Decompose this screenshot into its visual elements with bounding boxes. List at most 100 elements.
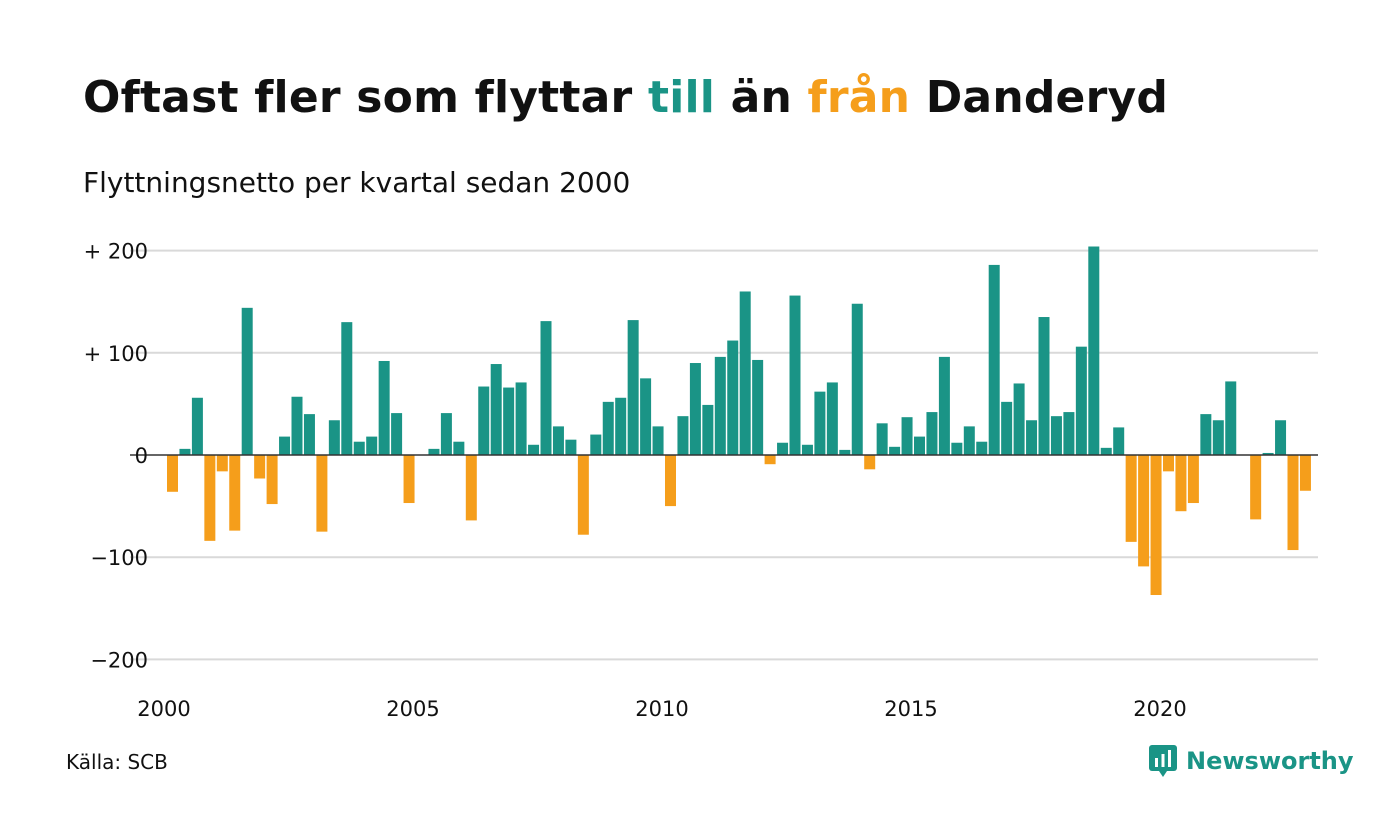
bar-positive: [627, 320, 639, 455]
chart-title: Oftast fler som flyttar till än från Dan…: [83, 72, 1168, 123]
gridlines: [130, 249, 1318, 661]
bar-positive: [677, 416, 689, 455]
y-tick-label: 0: [135, 444, 148, 468]
bar-positive: [179, 448, 191, 455]
bar-positive: [1026, 420, 1038, 455]
bar-positive: [640, 378, 652, 455]
source-note: Källa: SCB: [66, 750, 168, 774]
bar-positive: [901, 417, 913, 455]
bar-positive: [1262, 452, 1274, 455]
bar-negative: [403, 455, 415, 504]
bar-positive: [814, 391, 826, 455]
bar-positive: [889, 446, 901, 455]
bar-positive: [1225, 381, 1237, 455]
bar-positive: [652, 426, 664, 455]
bar-positive: [1063, 412, 1075, 455]
bar-positive: [851, 303, 863, 455]
bar-negative: [266, 455, 278, 505]
chart-subtitle: Flyttningsnetto per kvartal sedan 2000: [83, 166, 631, 199]
bar-positive: [540, 321, 552, 455]
y-axis-ticks: + 200 + 100 0 −100 −200: [84, 240, 148, 673]
bar-positive: [328, 420, 340, 455]
bar-positive: [1038, 317, 1050, 455]
bar-positive: [291, 396, 303, 455]
bar-negative: [465, 455, 477, 521]
bar-positive: [739, 291, 751, 455]
bar-positive: [1075, 346, 1087, 455]
bar-positive: [801, 444, 813, 455]
title-part-2: än: [715, 72, 808, 123]
bar-positive: [826, 382, 838, 455]
bars: [167, 246, 1311, 596]
bar-positive: [353, 441, 365, 455]
bar-positive: [378, 360, 390, 455]
bar-positive: [478, 386, 490, 455]
y-tick-label: + 200: [84, 240, 148, 264]
bar-positive: [366, 436, 378, 455]
bar-negative: [1138, 455, 1150, 567]
bar-positive: [876, 423, 888, 455]
bar-negative: [1250, 455, 1262, 520]
bar-positive: [191, 397, 203, 455]
bar-positive: [1113, 427, 1125, 455]
title-highlight-out: från: [807, 72, 911, 123]
bar-positive: [1050, 416, 1062, 455]
brand-logo[interactable]: Newsworthy: [1148, 744, 1354, 778]
x-tick-label: 2005: [386, 697, 439, 721]
bar-negative: [216, 455, 228, 472]
bar-positive: [440, 413, 452, 455]
bar-negative: [229, 455, 241, 531]
bar-negative: [864, 455, 876, 470]
bar-negative: [1287, 455, 1299, 551]
bar-positive: [602, 401, 614, 455]
bar-negative: [316, 455, 328, 532]
x-tick-label: 2020: [1133, 697, 1186, 721]
bar-negative: [1187, 455, 1199, 504]
bar-negative: [1163, 455, 1174, 472]
bar-chart: + 200 + 100 0 −100 −200 2000 2005 2010 2015 2020: [84, 240, 1318, 721]
bar-positive: [552, 426, 564, 455]
bar-positive: [777, 442, 789, 455]
bar-positive: [515, 382, 527, 455]
bar-positive: [279, 436, 291, 455]
x-axis-ticks: 2000 2005 2010 2015 2020: [137, 697, 1186, 721]
bar-positive: [615, 397, 627, 455]
x-tick-label: 2000: [137, 697, 190, 721]
bar-positive: [951, 442, 963, 455]
bar-positive: [1013, 383, 1025, 455]
title-part-1: Oftast fler som flyttar: [83, 72, 648, 123]
bar-positive: [590, 434, 602, 455]
bar-positive: [839, 449, 851, 455]
newsworthy-logo-icon: [1149, 745, 1177, 777]
x-tick-label: 2010: [635, 697, 688, 721]
bar-negative: [1299, 455, 1311, 491]
bar-positive: [1088, 246, 1100, 455]
bar-positive: [503, 387, 515, 455]
bar-positive: [490, 364, 502, 455]
bar-positive: [963, 426, 975, 455]
bar-positive: [752, 359, 764, 455]
bar-positive: [1212, 420, 1224, 455]
brand-name: Newsworthy: [1186, 747, 1354, 775]
bar-negative: [764, 455, 776, 465]
y-tick-label: + 100: [84, 342, 148, 366]
bar-positive: [988, 264, 1000, 455]
bar-positive: [689, 363, 701, 455]
y-tick-label: −200: [90, 648, 148, 672]
bar-positive: [727, 340, 739, 455]
bar-positive: [926, 412, 938, 455]
bar-positive: [428, 448, 440, 455]
bar-positive: [565, 439, 577, 455]
bar-positive: [914, 436, 925, 455]
bar-positive: [391, 413, 403, 455]
title-part-3: Danderyd: [910, 72, 1169, 123]
bar-positive: [1275, 420, 1287, 455]
bar-negative: [254, 455, 266, 479]
bar-positive: [453, 441, 465, 455]
bar-positive: [303, 414, 315, 455]
y-tick-label: −100: [90, 546, 148, 570]
bar-positive: [714, 356, 726, 455]
bar-positive: [341, 322, 353, 455]
bar-negative: [167, 455, 178, 492]
bar-negative: [1125, 455, 1137, 542]
